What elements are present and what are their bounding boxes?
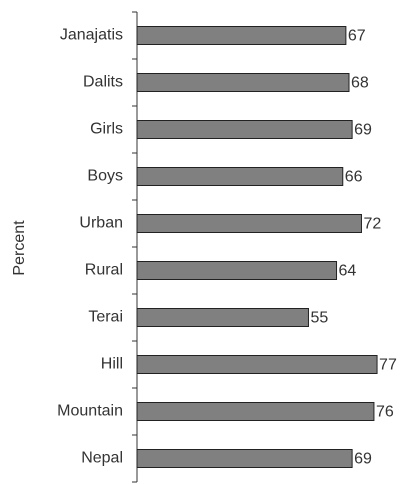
y-tick-label: Janajatis xyxy=(60,27,123,44)
bar xyxy=(136,261,338,280)
y-tick-label: Hill xyxy=(101,356,123,373)
value-label: 66 xyxy=(345,169,363,186)
value-label: 64 xyxy=(339,263,357,280)
bar xyxy=(136,26,347,45)
bar xyxy=(136,167,344,186)
y-tick-label: Nepal xyxy=(81,450,123,467)
value-label: 55 xyxy=(310,310,328,327)
axis-label: Percent xyxy=(11,220,28,276)
bar xyxy=(136,355,378,374)
bar xyxy=(136,402,375,421)
y-tick-label: Terai xyxy=(88,309,123,326)
value-label: 68 xyxy=(351,75,369,92)
y-tick-label: Dalits xyxy=(83,74,123,91)
value-label: 69 xyxy=(354,451,372,468)
bar xyxy=(136,120,353,139)
y-tick-label: Mountain xyxy=(57,403,123,420)
y-tick-label: Rural xyxy=(85,262,123,279)
value-label: 76 xyxy=(376,404,394,421)
value-label: 69 xyxy=(354,122,372,139)
value-label: 67 xyxy=(348,28,366,45)
bar xyxy=(136,449,353,468)
bar xyxy=(136,308,309,327)
bar xyxy=(136,73,350,92)
value-label: 77 xyxy=(379,357,397,374)
value-label: 72 xyxy=(363,216,381,233)
y-tick-label: Girls xyxy=(90,121,123,138)
y-tick-label: Urban xyxy=(79,215,123,232)
bar xyxy=(136,214,362,233)
y-tick-label: Boys xyxy=(87,168,123,185)
